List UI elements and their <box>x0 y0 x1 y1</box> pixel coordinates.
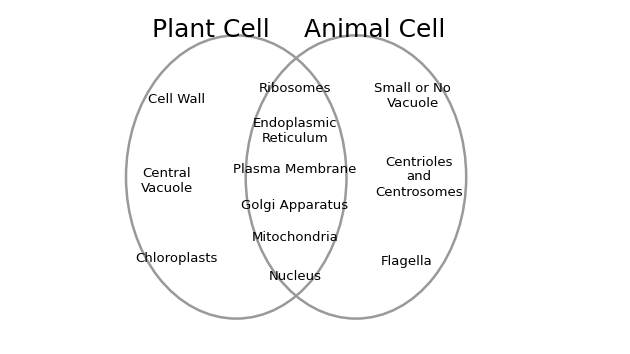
Text: Mitochondria: Mitochondria <box>251 231 338 244</box>
Text: Plant Cell: Plant Cell <box>152 18 270 42</box>
Text: Chloroplasts: Chloroplasts <box>135 252 217 265</box>
Text: Golgi Apparatus: Golgi Apparatus <box>241 199 348 212</box>
Text: Centrioles
and
Centrosomes: Centrioles and Centrosomes <box>375 155 463 199</box>
Text: Flagella: Flagella <box>381 256 432 268</box>
Text: Animal Cell: Animal Cell <box>304 18 445 42</box>
Text: Cell Wall: Cell Wall <box>148 93 205 105</box>
Text: Endoplasmic
Reticulum: Endoplasmic Reticulum <box>253 117 337 145</box>
Text: Nucleus: Nucleus <box>268 270 321 282</box>
Text: Plasma Membrane: Plasma Membrane <box>233 164 357 176</box>
Text: Small or No
Vacuole: Small or No Vacuole <box>374 81 451 110</box>
Text: Ribosomes: Ribosomes <box>258 82 331 95</box>
Text: Central
Vacuole: Central Vacuole <box>141 166 193 195</box>
